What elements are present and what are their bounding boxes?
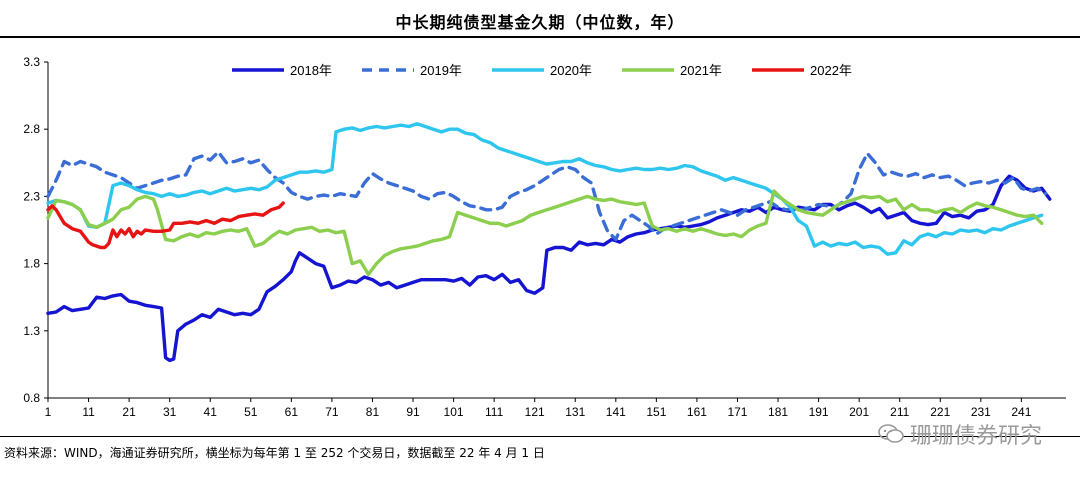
x-tick-label: 1 [45, 405, 52, 419]
x-tick-label: 61 [285, 405, 299, 419]
legend-label: 2020年 [550, 63, 592, 78]
x-tick-label: 181 [768, 405, 788, 419]
legend-label: 2022年 [810, 63, 852, 78]
x-tick-label: 11 [82, 405, 95, 419]
y-tick-label: 0.8 [23, 391, 40, 405]
x-tick-label: 41 [204, 405, 218, 419]
legend-label: 2019年 [420, 63, 462, 78]
x-tick-label: 201 [849, 405, 869, 419]
legend-label: 2021年 [680, 63, 722, 78]
x-tick-label: 21 [122, 405, 136, 419]
series-line-2021年 [46, 189, 1044, 277]
series-line-2022年 [46, 201, 285, 250]
title-bar: 中长期纯债型基金久期（中位数，年） [0, 0, 1080, 38]
series-line-2020年 [46, 122, 1044, 256]
x-tick-label: 101 [444, 405, 464, 419]
x-tick-label: 231 [971, 405, 991, 419]
x-tick-label: 171 [727, 405, 747, 419]
x-tick-label: 91 [406, 405, 420, 419]
x-tick-label: 31 [163, 405, 177, 419]
source-note: 资料来源：WIND，海通证券研究所，横坐标为每年第 1 至 252 个交易日，数… [4, 446, 545, 460]
x-tick-label: 81 [366, 405, 380, 419]
x-tick-label: 191 [809, 405, 829, 419]
y-tick-label: 2.3 [23, 189, 40, 203]
x-tick-label: 51 [244, 405, 258, 419]
wechat-icon [878, 424, 904, 443]
x-tick-label: 121 [525, 405, 545, 419]
legend-label: 2018年 [290, 63, 332, 78]
x-tick-label: 111 [485, 405, 504, 419]
series-line-2018年 [46, 174, 1052, 363]
y-tick-label: 1.3 [23, 324, 40, 338]
footer-divider [0, 436, 1080, 437]
x-tick-label: 211 [890, 405, 909, 419]
watermark-text: 珊珊债券研究 [909, 424, 1042, 449]
y-tick-label: 3.3 [23, 55, 40, 69]
x-tick-label: 71 [325, 405, 339, 419]
x-tick-label: 131 [565, 405, 585, 419]
duration-line-chart: 0.81.31.82.32.83.31 11 21 31 41 51 61 71 81 91 101… [23, 55, 1066, 419]
y-tick-label: 1.8 [23, 257, 40, 271]
x-tick-label: 151 [646, 405, 666, 419]
x-tick-label: 221 [930, 405, 950, 419]
x-tick-label: 141 [606, 405, 626, 419]
chart-title: 中长期纯债型基金久期（中位数，年） [395, 13, 685, 32]
watermark: 珊珊债券研究 [878, 418, 1042, 450]
x-tick-label: 241 [1011, 405, 1031, 419]
x-tick-label: 161 [687, 405, 707, 419]
series-line-2019年 [46, 150, 1048, 242]
y-tick-label: 2.8 [23, 122, 40, 136]
